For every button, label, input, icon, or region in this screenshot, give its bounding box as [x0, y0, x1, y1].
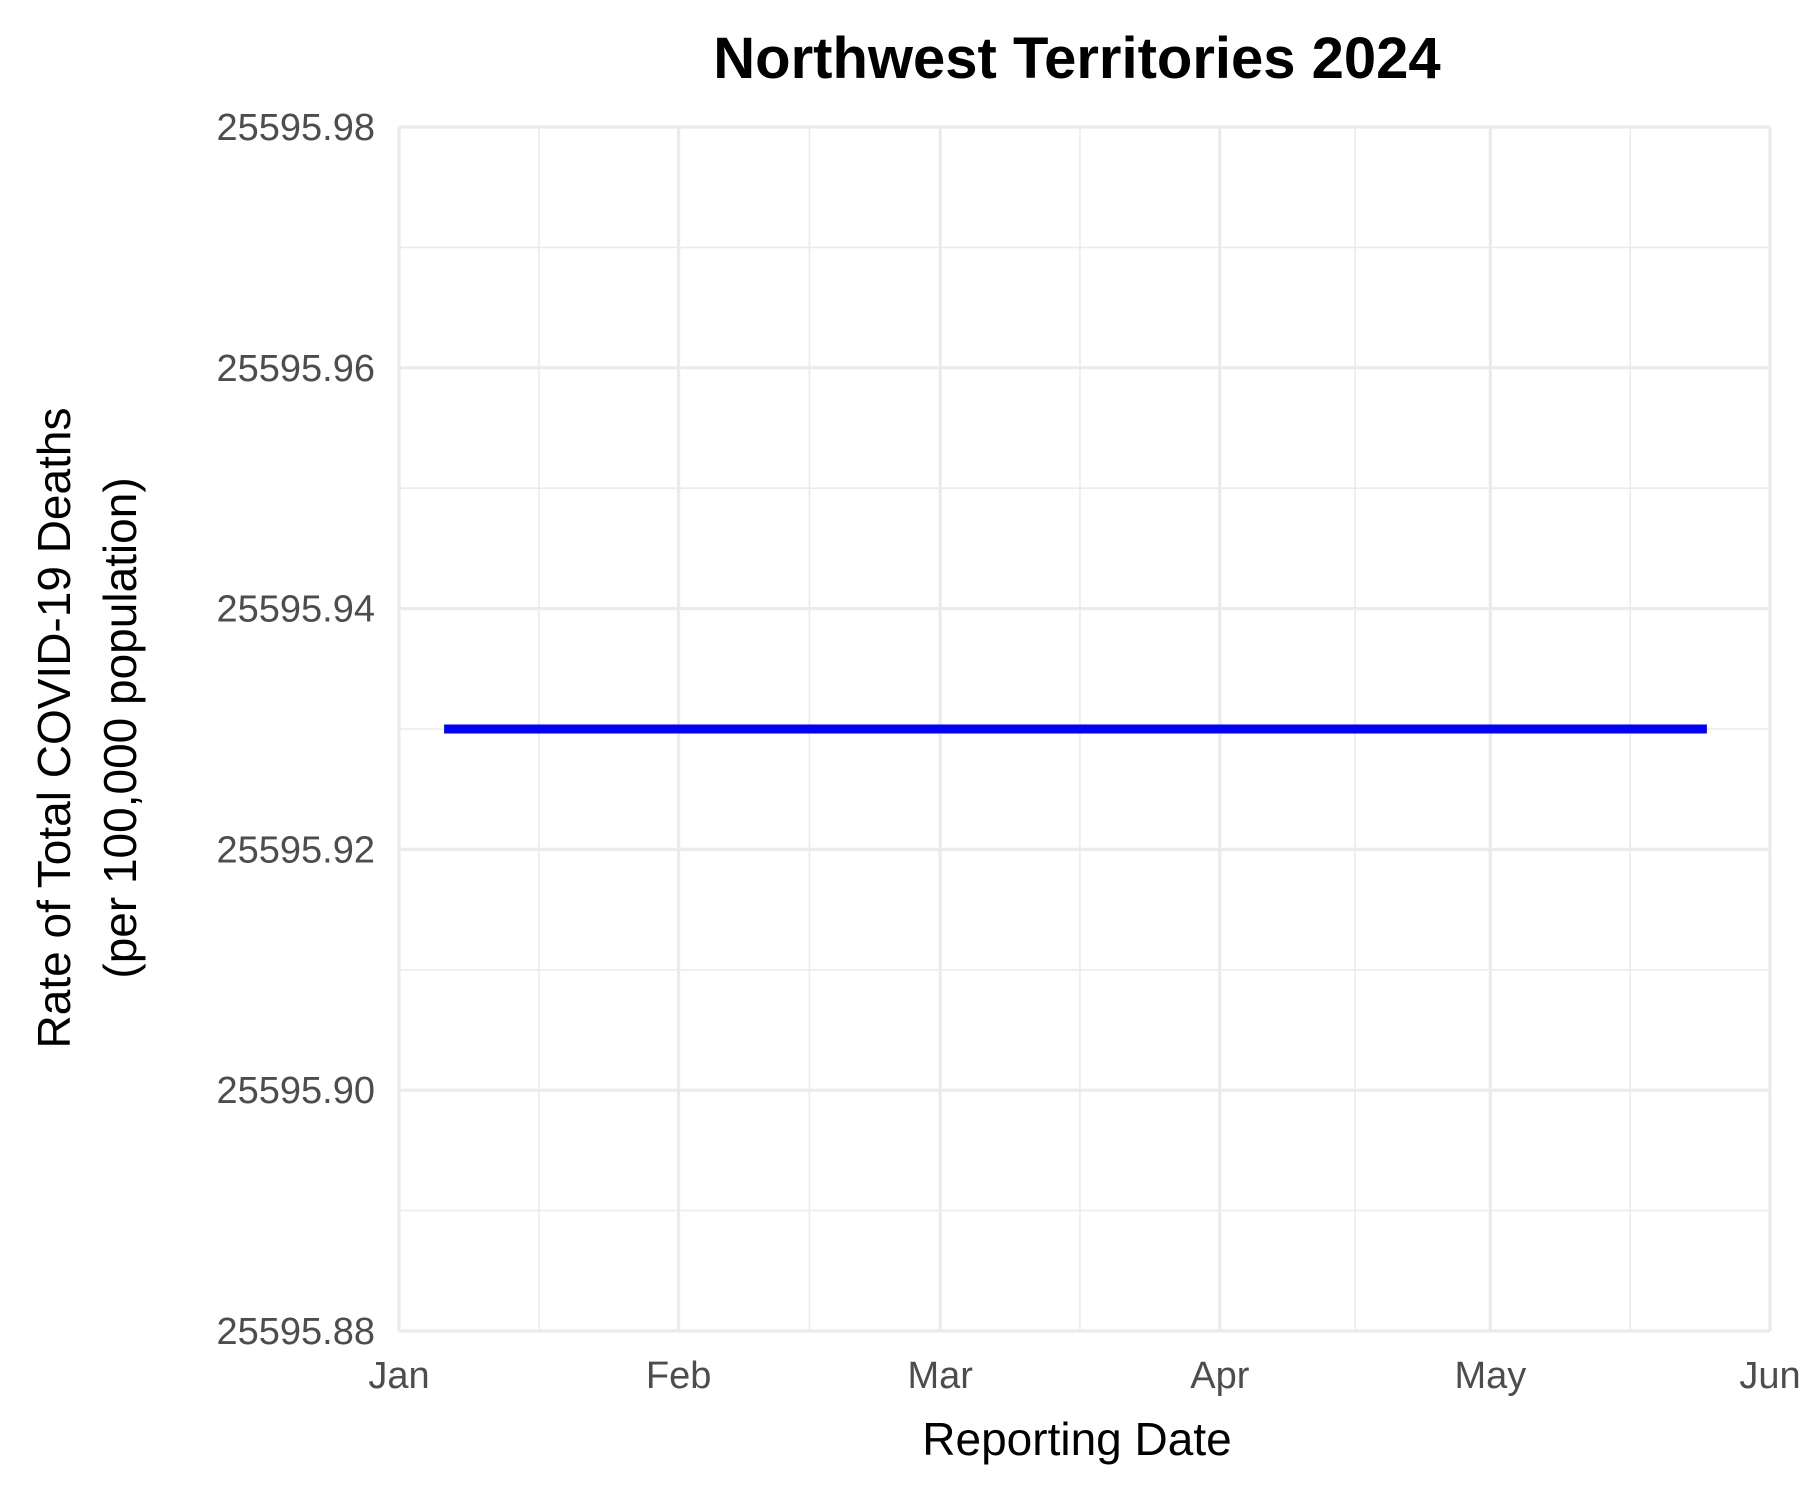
x-tick-label: Mar: [907, 1355, 973, 1397]
x-tick-labels: Jan Feb Mar Apr May Jun: [368, 1355, 1800, 1397]
y-tick-label: 25595.90: [217, 1070, 376, 1112]
y-tick-labels: 25595.98 25595.96 25595.94 25595.92 25595.90…: [217, 107, 376, 1353]
y-tick-label: 25595.94: [217, 589, 376, 631]
chart-title: Northwest Territories 2024: [713, 26, 1440, 91]
x-tick-label: Jun: [1739, 1355, 1800, 1397]
y-tick-label: 25595.98: [217, 107, 376, 149]
y-tick-label: 25595.92: [217, 829, 376, 871]
x-tick-label: Feb: [646, 1355, 711, 1397]
x-tick-label: Apr: [1190, 1355, 1249, 1397]
x-axis-title: Reporting Date: [922, 1413, 1231, 1465]
y-axis-title-line-2: (per 100,000 population): [94, 477, 146, 978]
y-tick-label: 25595.96: [217, 348, 376, 390]
y-tick-label: 25595.88: [217, 1311, 376, 1353]
y-axis-title-line-1: Rate of Total COVID-19 Deaths: [28, 408, 80, 1049]
x-tick-label: May: [1454, 1355, 1526, 1397]
x-tick-label: Jan: [368, 1355, 429, 1397]
